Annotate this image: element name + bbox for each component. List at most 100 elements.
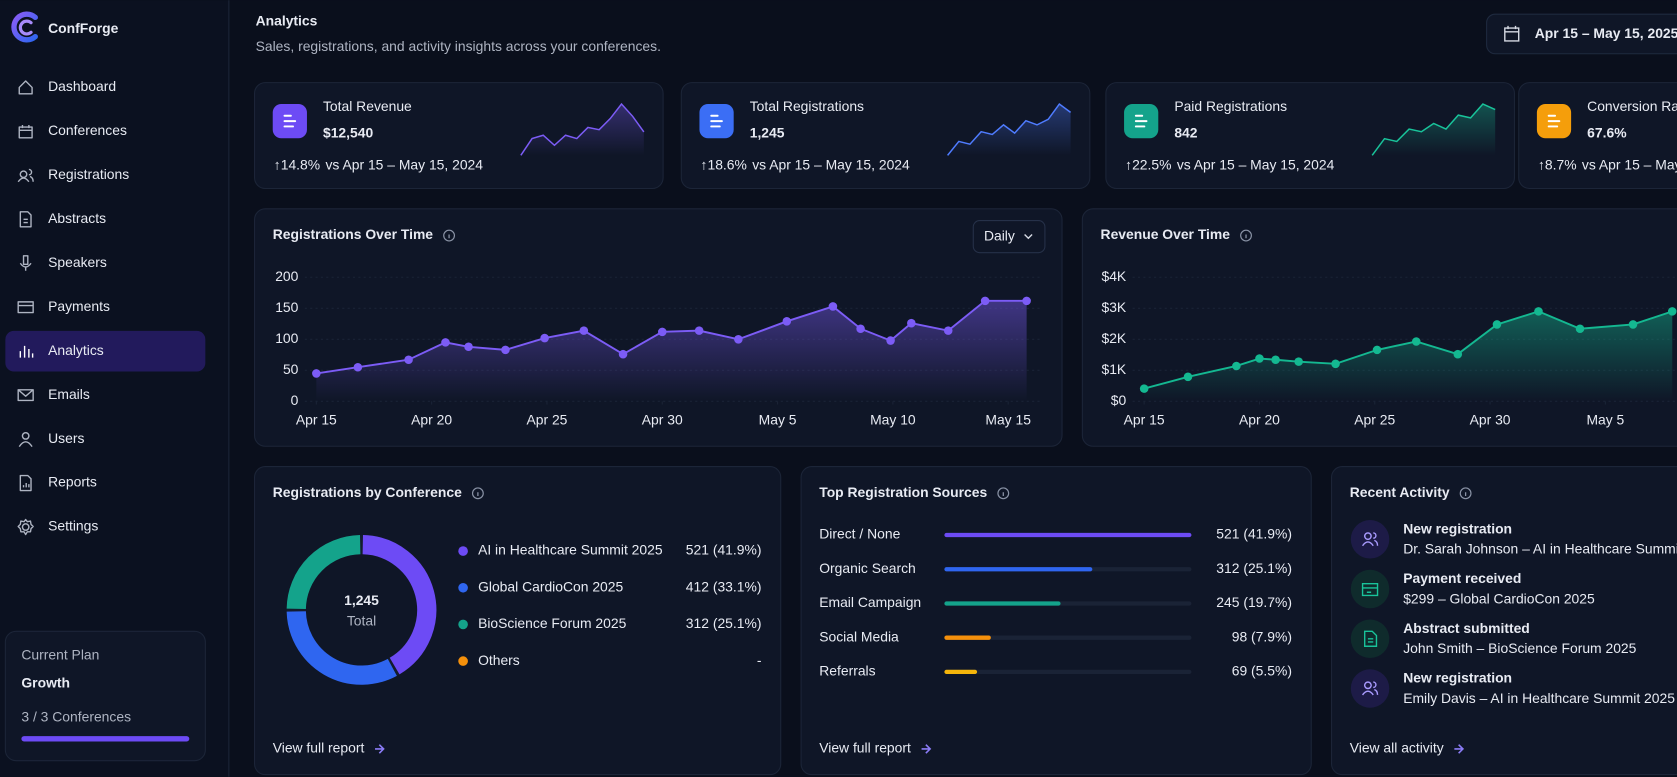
sparkline [1371, 103, 1496, 156]
point [1022, 296, 1031, 306]
kpi-comparison: vs Apr 15 – May 15, 2024 [1582, 157, 1677, 173]
report-link[interactable]: View full report [273, 740, 365, 756]
activity-link[interactable]: View all activity [1350, 740, 1444, 756]
activity-item-title: New registration [1403, 520, 1512, 536]
date-range[interactable]: Apr 15 – May 15, 2025 [1535, 25, 1677, 41]
y-tick-label: 0 [291, 392, 299, 408]
nav-icon [19, 255, 32, 271]
info-icon [443, 229, 456, 242]
point [980, 296, 990, 306]
point [1331, 359, 1340, 369]
logo [11, 11, 38, 43]
y-tick-label: $4K [1101, 268, 1126, 284]
bar [944, 601, 1061, 606]
point [886, 336, 895, 345]
info-icon [997, 487, 1010, 500]
source-value: 69 (5.5%) [1232, 663, 1292, 679]
kpi-icon [283, 114, 297, 128]
sparkline-area [520, 104, 644, 156]
point [856, 324, 865, 334]
activity-icon-bg [1350, 569, 1390, 609]
x-tick-label: Apr 15 [296, 411, 337, 427]
point [404, 355, 413, 365]
nav-icon [17, 389, 34, 402]
kpi-comparison: vs Apr 15 – May 15, 2024 [325, 157, 483, 173]
plan-label: Current Plan [21, 647, 99, 663]
kpi-label: Total Registrations [750, 98, 864, 114]
nav-item[interactable]: Reports [48, 474, 97, 490]
nav-item[interactable]: Users [48, 430, 84, 446]
y-tick-label: $0 [1111, 392, 1127, 408]
logo-inner [18, 19, 33, 36]
source-label: Organic Search [819, 560, 916, 576]
nav-item[interactable]: Conferences [48, 122, 127, 138]
x-tick-label: Apr 20 [411, 411, 452, 427]
kpi-card [680, 82, 1091, 190]
nav-item[interactable]: Speakers [48, 254, 107, 270]
area [316, 300, 1027, 402]
link-arrow [1454, 744, 1465, 754]
point [1667, 307, 1677, 316]
source-label: Email Campaign [819, 594, 921, 610]
source-value: 312 (25.1%) [1216, 560, 1292, 576]
source-label: Referrals [819, 663, 875, 679]
kpi-value: 842 [1174, 125, 1197, 141]
kpi-value: 1,245 [750, 125, 785, 141]
period-dropdown[interactable] [972, 220, 1046, 254]
nav-icon [17, 518, 34, 536]
info-icon [1240, 229, 1252, 242]
point [501, 345, 510, 355]
bar-track [944, 635, 1192, 640]
kpi-card [254, 82, 664, 190]
kpi-comparison: vs Apr 15 – May 15, 2024 [752, 157, 910, 173]
plan-name: Growth [21, 674, 70, 690]
legend-swatch [458, 582, 468, 593]
nav-icon [18, 431, 33, 447]
point [353, 362, 363, 372]
date-button[interactable] [1486, 13, 1677, 55]
nav-item[interactable]: Abstracts [48, 210, 106, 226]
chart-title: Registrations by Conference [273, 484, 462, 500]
activity-item-detail: Dr. Sarah Johnson – AI in Healthcare Sum… [1403, 541, 1677, 557]
nav-item[interactable]: Dashboard [48, 78, 116, 94]
report-link[interactable]: View full report [819, 740, 911, 756]
kpi-comparison: vs Apr 15 – May 15, 2024 [1177, 157, 1335, 173]
point [657, 327, 667, 337]
y-tick-label: 150 [275, 299, 298, 315]
point [1575, 324, 1585, 334]
plan-progress [21, 736, 190, 742]
kpi-label: Total Revenue [323, 98, 412, 114]
nav-icon [19, 474, 32, 492]
kpi-change: ↑8.7% [1538, 157, 1577, 173]
point [1372, 345, 1382, 355]
point [734, 335, 743, 344]
nav-icon [17, 301, 34, 314]
x-tick-label: Apr 20 [1239, 411, 1280, 427]
nav-item[interactable]: Analytics [48, 342, 104, 358]
activity-item-title: New registration [1403, 670, 1512, 686]
point [782, 317, 792, 326]
point [828, 302, 838, 311]
chart-title: Registrations Over Time [273, 226, 434, 242]
period-dropdown-label[interactable]: Daily [984, 227, 1015, 243]
nav-item[interactable]: Payments [48, 298, 110, 314]
chart-title: Top Registration Sources [819, 484, 987, 500]
nav-item[interactable]: Emails [48, 386, 90, 402]
page-title: Analytics [256, 12, 318, 28]
chart-card [800, 466, 1312, 776]
x-tick-label: May 15 [985, 411, 1031, 427]
nav-item[interactable]: Settings [48, 518, 98, 534]
link-arrow [921, 744, 932, 754]
donut-segment [362, 535, 437, 675]
plan-usage: 3 / 3 Conferences [21, 709, 131, 725]
kpi-change: ↑18.6% [701, 157, 747, 173]
nav-item[interactable]: Registrations [48, 166, 129, 182]
nav-active-bg [5, 330, 206, 372]
activity-card [1331, 466, 1677, 776]
point [464, 342, 473, 352]
point [1534, 307, 1543, 316]
area [1144, 311, 1673, 402]
activity-icon [1361, 681, 1379, 696]
activity-title: Recent Activity [1350, 484, 1450, 500]
